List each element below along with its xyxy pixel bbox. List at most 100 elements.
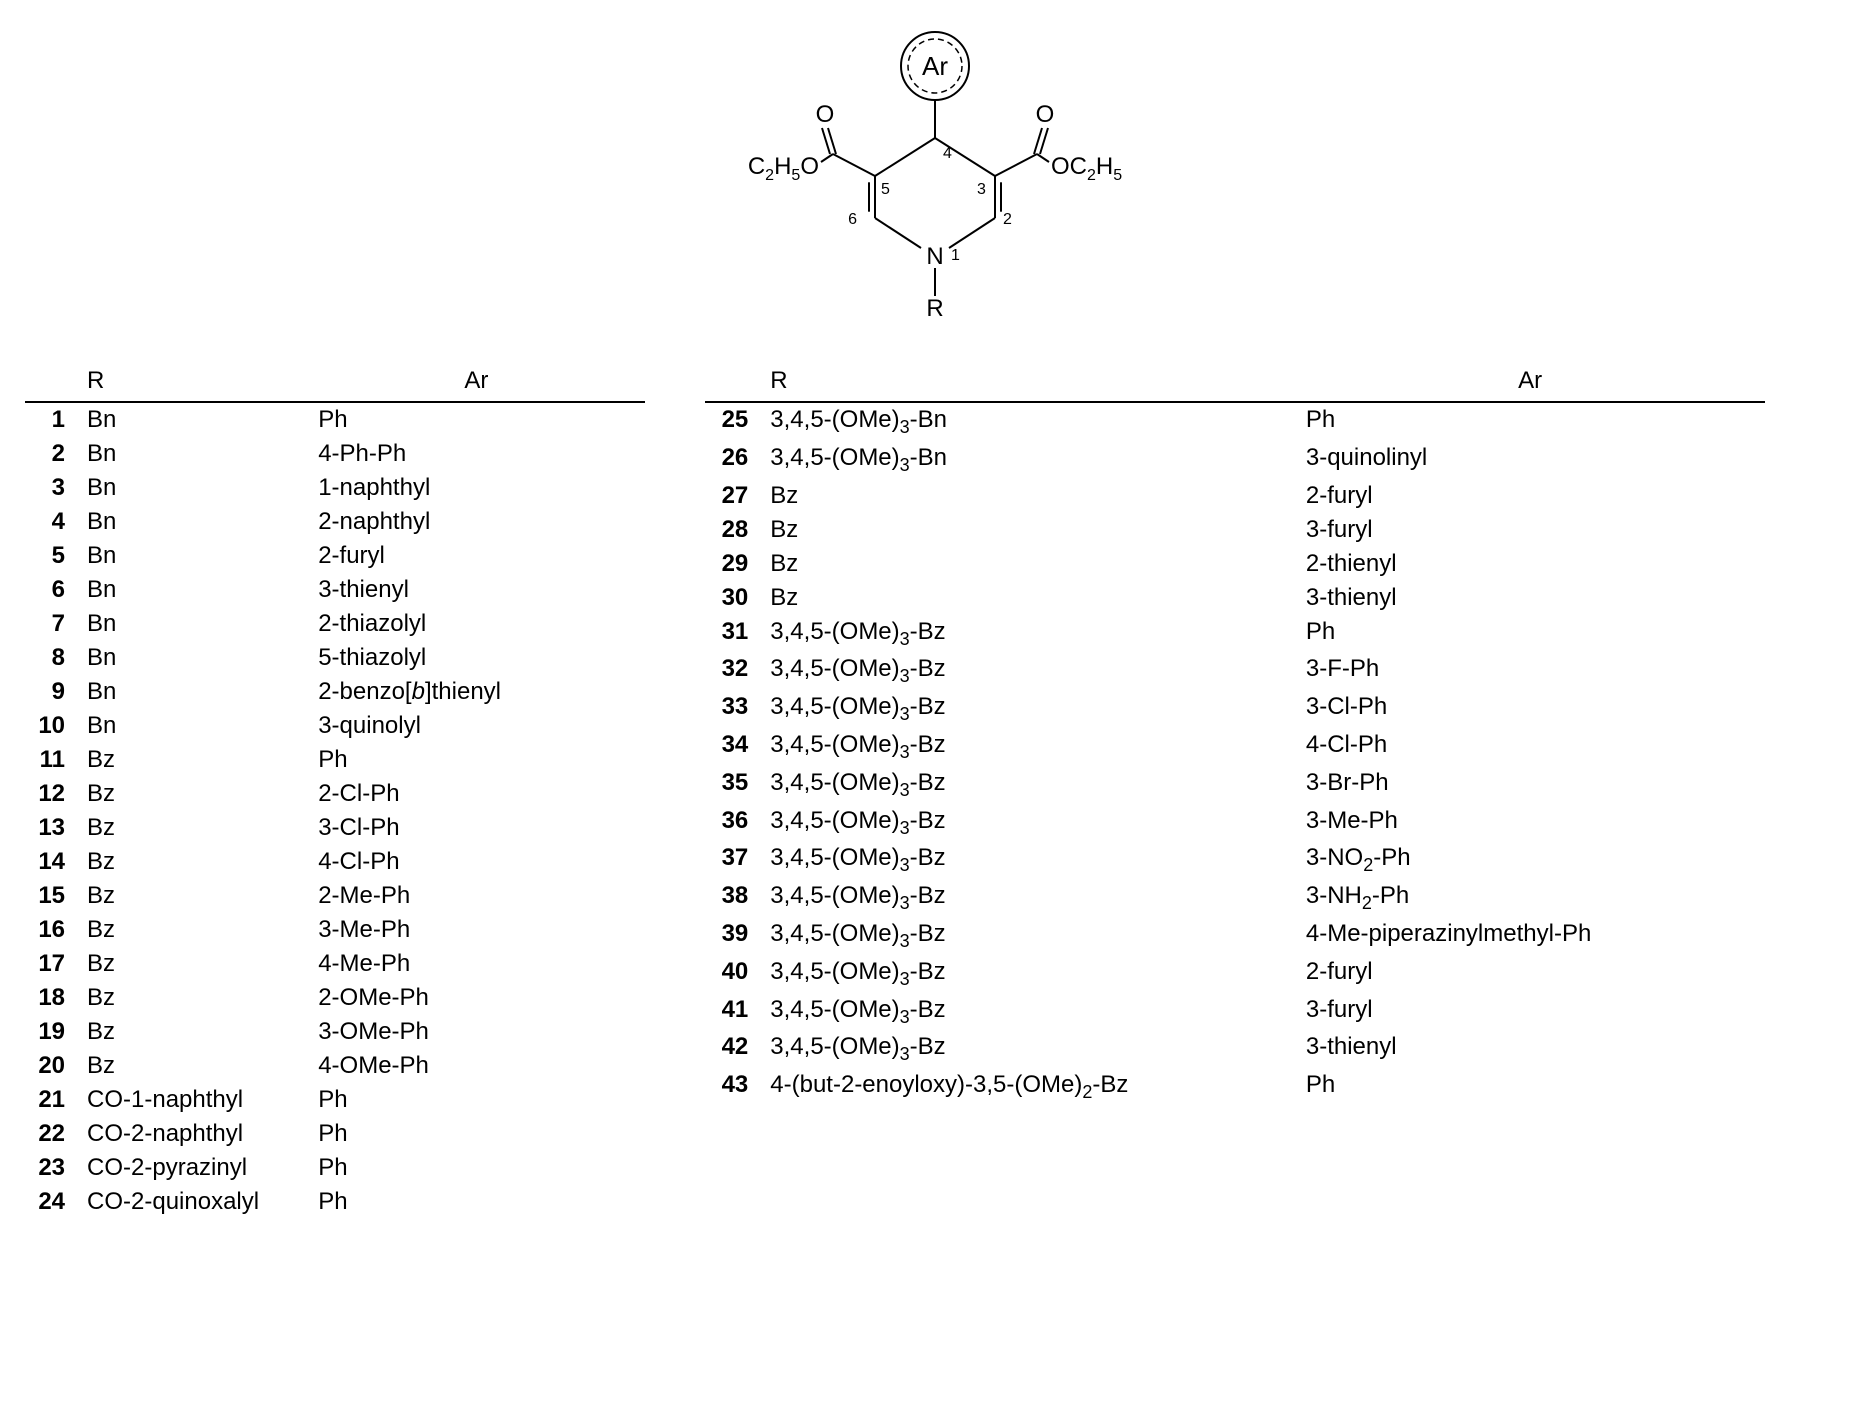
- compound-number: 30: [705, 581, 761, 615]
- ar-substituent: Ph: [308, 743, 644, 777]
- svg-text:3: 3: [977, 181, 986, 198]
- ar-substituent: 4-OMe-Ph: [308, 1049, 644, 1083]
- svg-text:OC2H5: OC2H5: [1051, 153, 1122, 184]
- compound-number: 7: [25, 607, 78, 641]
- r-substituent: Bz: [77, 845, 308, 879]
- r-substituent: 3,4,5-(OMe)3-Bz: [760, 766, 1296, 804]
- table-row: 20Bz4-OMe-Ph: [25, 1049, 645, 1083]
- col-r-header: R: [77, 365, 308, 402]
- ar-substituent: 3-Me-Ph: [1296, 804, 1765, 842]
- svg-text:4: 4: [943, 145, 952, 162]
- ar-substituent: Ph: [308, 1151, 644, 1185]
- compound-number: 26: [705, 441, 761, 479]
- r-substituent: 3,4,5-(OMe)3-Bn: [760, 441, 1296, 479]
- table-row: 403,4,5-(OMe)3-Bz2-furyl: [705, 955, 1765, 993]
- r-substituent: Bz: [760, 513, 1296, 547]
- svg-text:O: O: [815, 101, 834, 128]
- compound-table-right: R Ar 253,4,5-(OMe)3-BnPh263,4,5-(OMe)3-B…: [705, 365, 1765, 1106]
- compound-number: 42: [705, 1030, 761, 1068]
- table-row: 323,4,5-(OMe)3-Bz3-F-Ph: [705, 652, 1765, 690]
- ar-substituent: Ph: [308, 1185, 644, 1219]
- r-substituent: Bn: [77, 539, 308, 573]
- table-row: 9Bn2-benzo[b]thienyl: [25, 675, 645, 709]
- r-substituent: 3,4,5-(OMe)3-Bz: [760, 728, 1296, 766]
- table-row: 21CO-1-naphthylPh: [25, 1083, 645, 1117]
- table-row: 353,4,5-(OMe)3-Bz3-Br-Ph: [705, 766, 1765, 804]
- compound-number: 34: [705, 728, 761, 766]
- r-substituent: 3,4,5-(OMe)3-Bz: [760, 1030, 1296, 1068]
- ar-substituent: 3-quinolyl: [308, 709, 644, 743]
- ar-substituent: 2-thiazolyl: [308, 607, 644, 641]
- ar-substituent: 2-benzo[b]thienyl: [308, 675, 644, 709]
- compound-number: 10: [25, 709, 78, 743]
- compound-number: 31: [705, 615, 761, 653]
- col-r-header: R: [760, 365, 1296, 402]
- table-row: 2Bn4-Ph-Ph: [25, 437, 645, 471]
- ar-substituent: 3-thienyl: [1296, 1030, 1765, 1068]
- ar-substituent: 1-naphthyl: [308, 471, 644, 505]
- table-row: 6Bn3-thienyl: [25, 573, 645, 607]
- table-row: 383,4,5-(OMe)3-Bz3-NH2-Ph: [705, 879, 1765, 917]
- ar-substituent: 2-furyl: [1296, 479, 1765, 513]
- table-row: 423,4,5-(OMe)3-Bz3-thienyl: [705, 1030, 1765, 1068]
- table-row: 17Bz4-Me-Ph: [25, 947, 645, 981]
- compound-number: 35: [705, 766, 761, 804]
- col-number-header: [705, 365, 761, 402]
- compound-number: 24: [25, 1185, 78, 1219]
- ar-substituent: 2-Cl-Ph: [308, 777, 644, 811]
- ar-substituent: 2-naphthyl: [308, 505, 644, 539]
- ar-substituent: 2-furyl: [308, 539, 644, 573]
- r-substituent: 3,4,5-(OMe)3-Bz: [760, 955, 1296, 993]
- r-substituent: Bz: [760, 547, 1296, 581]
- ar-substituent: 3-Me-Ph: [308, 913, 644, 947]
- r-substituent: 3,4,5-(OMe)3-Bz: [760, 841, 1296, 879]
- ar-substituent: 3-Cl-Ph: [308, 811, 644, 845]
- r-substituent: Bz: [77, 811, 308, 845]
- r-substituent: Bz: [77, 743, 308, 777]
- r-substituent: Bz: [77, 777, 308, 811]
- r-substituent: Bn: [77, 437, 308, 471]
- structure-svg: ArNR123456OOC2H5OC2H5O: [685, 20, 1185, 340]
- ar-substituent: 4-Ph-Ph: [308, 437, 644, 471]
- r-substituent: Bn: [77, 402, 308, 437]
- compound-number: 39: [705, 917, 761, 955]
- ar-substituent: 3-F-Ph: [1296, 652, 1765, 690]
- table-row: 393,4,5-(OMe)3-Bz4-Me-piperazinylmethyl-…: [705, 917, 1765, 955]
- table-left-body: 1BnPh2Bn4-Ph-Ph3Bn1-naphthyl4Bn2-naphthy…: [25, 402, 645, 1219]
- compound-number: 32: [705, 652, 761, 690]
- r-substituent: CO-2-naphthyl: [77, 1117, 308, 1151]
- r-substituent: CO-2-pyrazinyl: [77, 1151, 308, 1185]
- r-substituent: CO-2-quinoxalyl: [77, 1185, 308, 1219]
- svg-text:O: O: [1035, 101, 1054, 128]
- compound-number: 4: [25, 505, 78, 539]
- col-number-header: [25, 365, 78, 402]
- table-row: 373,4,5-(OMe)3-Bz3-NO2-Ph: [705, 841, 1765, 879]
- table-row: 8Bn5-thiazolyl: [25, 641, 645, 675]
- table-row: 7Bn2-thiazolyl: [25, 607, 645, 641]
- table-row: 24CO-2-quinoxalylPh: [25, 1185, 645, 1219]
- ar-substituent: Ph: [308, 1083, 644, 1117]
- compound-number: 16: [25, 913, 78, 947]
- ar-substituent: 2-OMe-Ph: [308, 981, 644, 1015]
- compound-number: 38: [705, 879, 761, 917]
- compound-number: 29: [705, 547, 761, 581]
- compound-number: 9: [25, 675, 78, 709]
- ar-substituent: 3-Cl-Ph: [1296, 690, 1765, 728]
- compound-number: 41: [705, 993, 761, 1031]
- r-substituent: 3,4,5-(OMe)3-Bz: [760, 615, 1296, 653]
- compound-number: 23: [25, 1151, 78, 1185]
- r-substituent: 3,4,5-(OMe)3-Bz: [760, 804, 1296, 842]
- ar-substituent: 2-thienyl: [1296, 547, 1765, 581]
- compound-table-left: R Ar 1BnPh2Bn4-Ph-Ph3Bn1-naphthyl4Bn2-na…: [25, 365, 645, 1219]
- table-row: 14Bz4-Cl-Ph: [25, 845, 645, 879]
- compound-number: 20: [25, 1049, 78, 1083]
- table-row: 12Bz2-Cl-Ph: [25, 777, 645, 811]
- r-substituent: Bz: [760, 479, 1296, 513]
- r-substituent: 3,4,5-(OMe)3-Bz: [760, 652, 1296, 690]
- table-row: 16Bz3-Me-Ph: [25, 913, 645, 947]
- svg-text:1: 1: [951, 247, 960, 264]
- table-right-body: 253,4,5-(OMe)3-BnPh263,4,5-(OMe)3-Bn3-qu…: [705, 402, 1765, 1106]
- svg-text:6: 6: [848, 211, 857, 228]
- compound-number: 43: [705, 1068, 761, 1106]
- r-substituent: 3,4,5-(OMe)3-Bn: [760, 402, 1296, 441]
